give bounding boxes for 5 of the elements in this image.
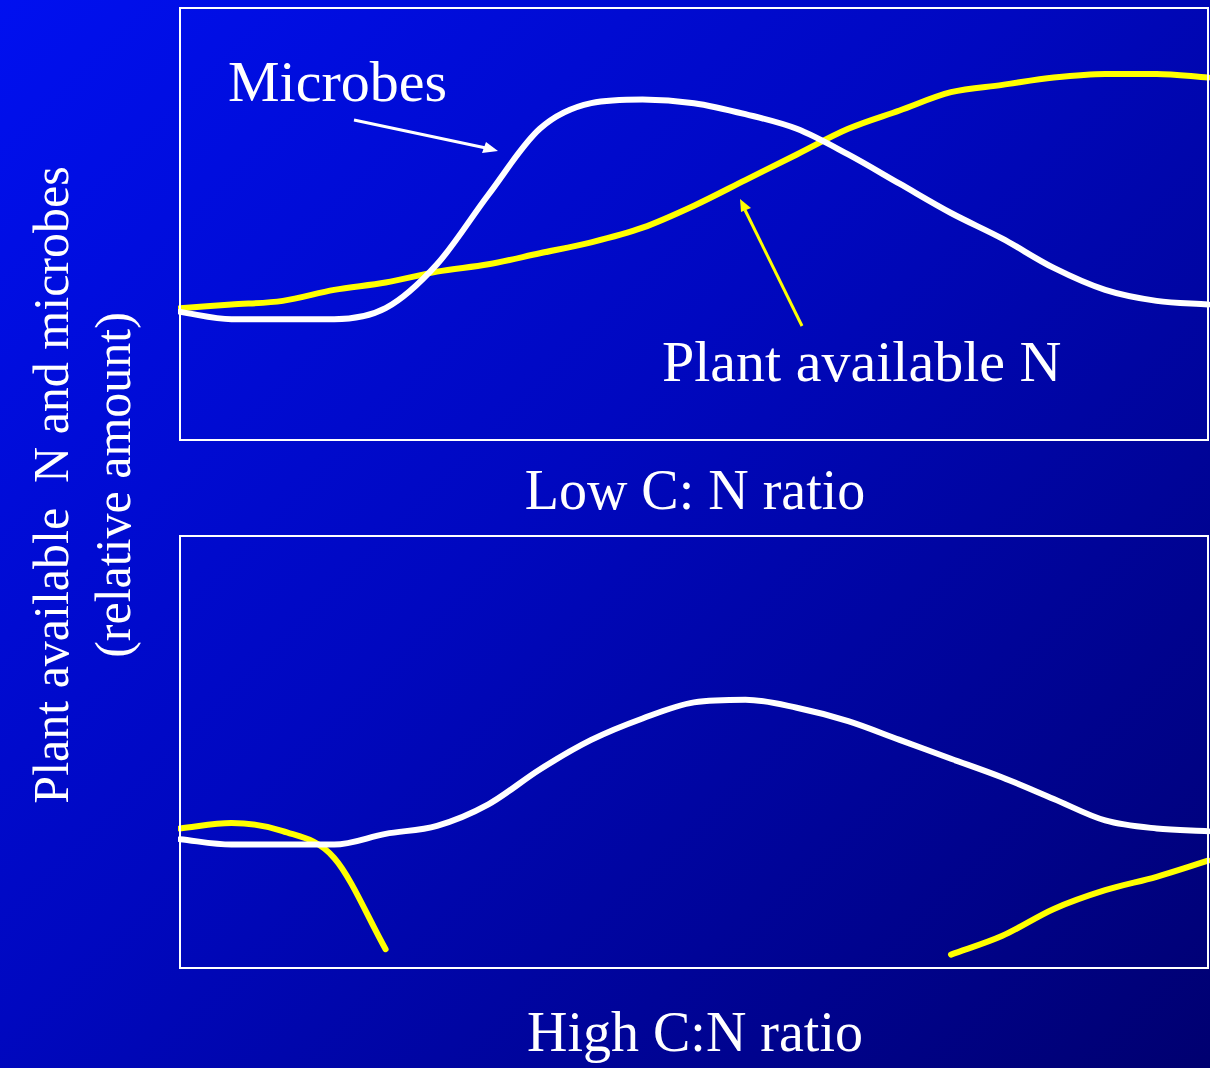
series-label: Microbes (228, 48, 448, 115)
y-axis-title: Plant available N and microbes (relative amount) (22, 166, 142, 804)
x-axis-title: High C:N ratio (526, 1000, 864, 1064)
legend-label: Plant available N (662, 328, 1062, 395)
x-axis-title: Low C: N ratio (523, 458, 867, 522)
